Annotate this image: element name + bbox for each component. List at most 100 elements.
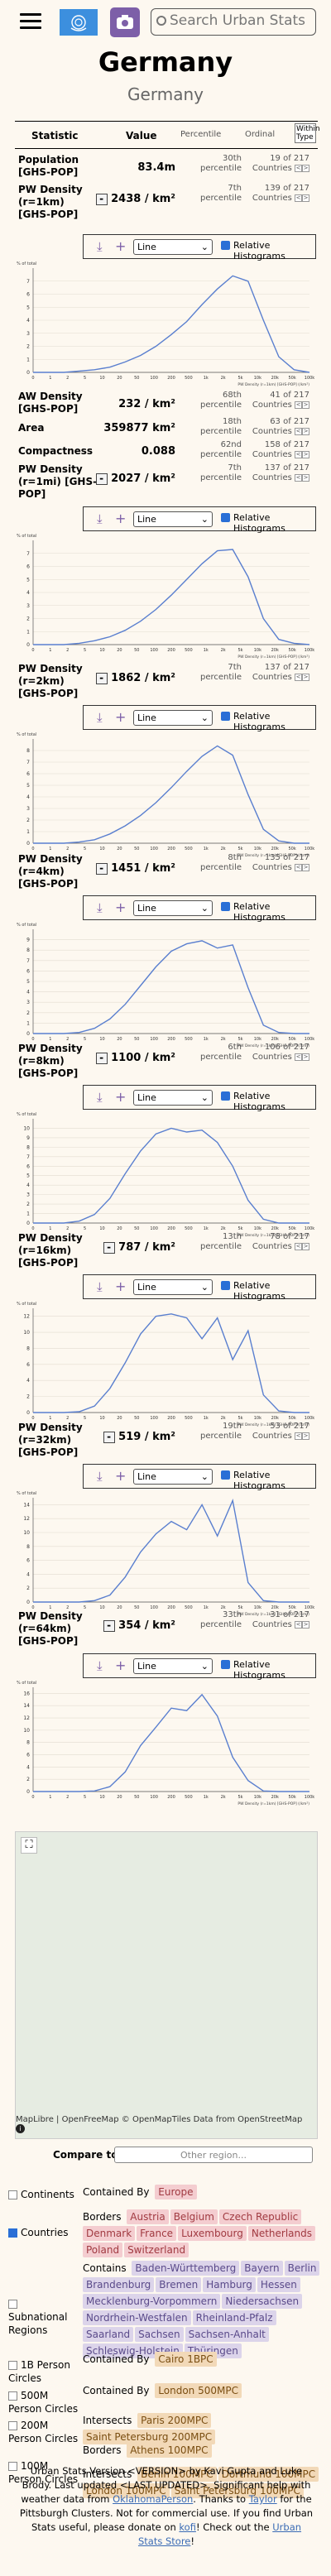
next-button[interactable]: > [302, 1242, 309, 1250]
prev-button[interactable]: < [295, 863, 302, 871]
collapse-histogram-button[interactable]: - [103, 1242, 115, 1254]
histogram-type-select[interactable]: Line ⌄ [133, 511, 213, 527]
next-button[interactable]: > [302, 401, 309, 409]
fullscreen-icon[interactable]: ⛶ [21, 1837, 37, 1854]
compare-input[interactable]: Other region... [114, 2147, 313, 2163]
relative-histograms-checkbox[interactable] [221, 241, 230, 250]
collapse-histogram-button[interactable]: - [95, 194, 108, 205]
map[interactable]: ⛶ MapLibre | OpenFreeMap © OpenMapTiles … [15, 1831, 318, 2139]
stat-name[interactable]: Compactness [18, 445, 94, 457]
add-icon[interactable]: + [115, 1278, 127, 1294]
collapse-histogram-button[interactable]: - [95, 673, 108, 684]
related-region-link[interactable]: Austria [127, 2209, 169, 2224]
relative-histograms-checkbox[interactable] [221, 712, 230, 721]
histogram-type-select[interactable]: Line ⌄ [133, 710, 213, 726]
add-icon[interactable]: + [115, 709, 127, 725]
histogram-type-select[interactable]: Line ⌄ [133, 239, 213, 255]
within-type-button[interactable]: Within Type [295, 123, 320, 143]
search-input[interactable]: Search Urban Stats [151, 8, 316, 36]
prev-button[interactable]: < [295, 164, 302, 172]
download-icon[interactable]: ⤓ [97, 710, 103, 725]
histogram-type-select[interactable]: Line ⌄ [133, 1279, 213, 1295]
next-button[interactable]: > [302, 194, 309, 202]
related-checkbox[interactable] [8, 2361, 17, 2370]
relative-histograms-checkbox[interactable] [221, 1660, 230, 1669]
relative-histograms-checkbox[interactable] [221, 513, 230, 522]
related-region-link[interactable]: Baden-Württemberg [132, 2261, 240, 2276]
collapse-histogram-button[interactable]: - [95, 1053, 108, 1064]
download-icon[interactable]: ⤓ [97, 511, 103, 526]
histogram-type-select[interactable]: Line ⌄ [133, 1658, 213, 1674]
related-region-link[interactable]: Athens 100MPC [127, 2443, 212, 2458]
prev-button[interactable]: < [295, 1053, 302, 1061]
relative-histograms-checkbox[interactable] [221, 902, 230, 911]
next-button[interactable]: > [302, 427, 309, 435]
related-region-link[interactable]: Berlin 100MPC [137, 2467, 217, 2482]
related-region-link[interactable]: Dortmund 100MPC [218, 2467, 319, 2482]
related-region-link[interactable]: Switzerland [124, 2243, 189, 2257]
related-region-link[interactable]: Saarland [83, 2327, 134, 2342]
relative-histograms-checkbox[interactable] [221, 1091, 230, 1101]
related-checkbox[interactable] [8, 2391, 17, 2401]
stat-name[interactable]: PW Density (r=1mi) [GHS-POP] [18, 463, 98, 500]
related-region-link[interactable]: Netherlands [247, 2226, 316, 2241]
prev-button[interactable]: < [295, 427, 302, 435]
add-icon[interactable]: + [115, 899, 127, 915]
histogram-type-select[interactable]: Line ⌄ [133, 900, 213, 916]
stat-name[interactable]: PW Density (r=64km) [GHS-POP] [18, 1610, 83, 1647]
footer-link-oklahomaperson[interactable]: OklahomaPerson [113, 2493, 194, 2505]
add-icon[interactable]: + [115, 1657, 127, 1673]
next-button[interactable]: > [302, 164, 309, 172]
collapse-histogram-button[interactable]: - [103, 1620, 115, 1632]
prev-button[interactable]: < [295, 1620, 302, 1629]
next-button[interactable]: > [302, 673, 309, 681]
related-region-link[interactable]: Niedersachsen [222, 2294, 303, 2309]
related-region-link[interactable]: Sachsen-Anhalt [185, 2327, 269, 2342]
collapse-histogram-button[interactable]: - [103, 1432, 115, 1443]
prev-button[interactable]: < [295, 473, 302, 482]
stat-name[interactable]: Population [GHS-POP] [18, 154, 79, 178]
next-button[interactable]: > [302, 1432, 309, 1440]
related-checkbox[interactable] [8, 2462, 17, 2471]
stat-name[interactable]: PW Density (r=8km) [GHS-POP] [18, 1043, 83, 1079]
next-button[interactable]: > [302, 1053, 309, 1061]
add-icon[interactable]: + [115, 1468, 127, 1484]
footer-link-store[interactable]: Urban Stats Store [137, 2521, 302, 2547]
histogram-type-select[interactable]: Line ⌄ [133, 1469, 213, 1485]
related-region-link[interactable]: London 500MPC [155, 2383, 242, 2398]
related-region-link[interactable]: Saint Petersburg 100MPC [170, 2483, 304, 2498]
related-region-link[interactable]: Luxembourg [178, 2226, 247, 2241]
info-icon[interactable]: i [16, 2124, 25, 2133]
download-icon[interactable]: ⤓ [97, 1279, 103, 1294]
download-icon[interactable]: ⤓ [97, 239, 103, 254]
related-checkbox[interactable] [8, 2300, 17, 2309]
next-button[interactable]: > [302, 1620, 309, 1629]
stat-name[interactable]: PW Density (r=16km) [GHS-POP] [18, 1232, 83, 1269]
related-region-link[interactable]: Europe [155, 2185, 197, 2199]
add-icon[interactable]: + [115, 1089, 127, 1105]
stat-name[interactable]: Area [18, 422, 45, 434]
download-icon[interactable]: ⤓ [97, 900, 103, 915]
related-region-link[interactable]: London 100MPC [83, 2483, 170, 2498]
related-region-link[interactable]: Paris 200MPC [137, 2413, 212, 2428]
related-checkbox[interactable] [8, 2228, 17, 2238]
related-region-link[interactable]: Berlin [284, 2261, 320, 2276]
footer-link-kofi[interactable]: kofi [179, 2521, 196, 2533]
related-region-link[interactable]: Czech Republic [218, 2209, 302, 2224]
prev-button[interactable]: < [295, 450, 302, 458]
related-region-link[interactable]: Cairo 1BPC [155, 2352, 217, 2367]
download-icon[interactable]: ⤓ [97, 1658, 103, 1673]
un-flag-logo[interactable] [60, 9, 98, 36]
related-region-link[interactable]: Poland [83, 2243, 123, 2257]
screenshot-camera-icon[interactable] [110, 7, 140, 37]
related-checkbox[interactable] [8, 2190, 17, 2199]
stat-name[interactable]: PW Density (r=4km) [GHS-POP] [18, 853, 83, 890]
stat-name[interactable]: PW Density (r=32km) [GHS-POP] [18, 1422, 83, 1458]
related-region-link[interactable]: Belgium [170, 2209, 218, 2224]
related-checkbox[interactable] [8, 2421, 17, 2430]
next-button[interactable]: > [302, 473, 309, 482]
add-icon[interactable]: + [115, 238, 127, 254]
next-button[interactable]: > [302, 863, 309, 871]
footer-link-taylor[interactable]: Taylor [248, 2493, 277, 2505]
prev-button[interactable]: < [295, 401, 302, 409]
